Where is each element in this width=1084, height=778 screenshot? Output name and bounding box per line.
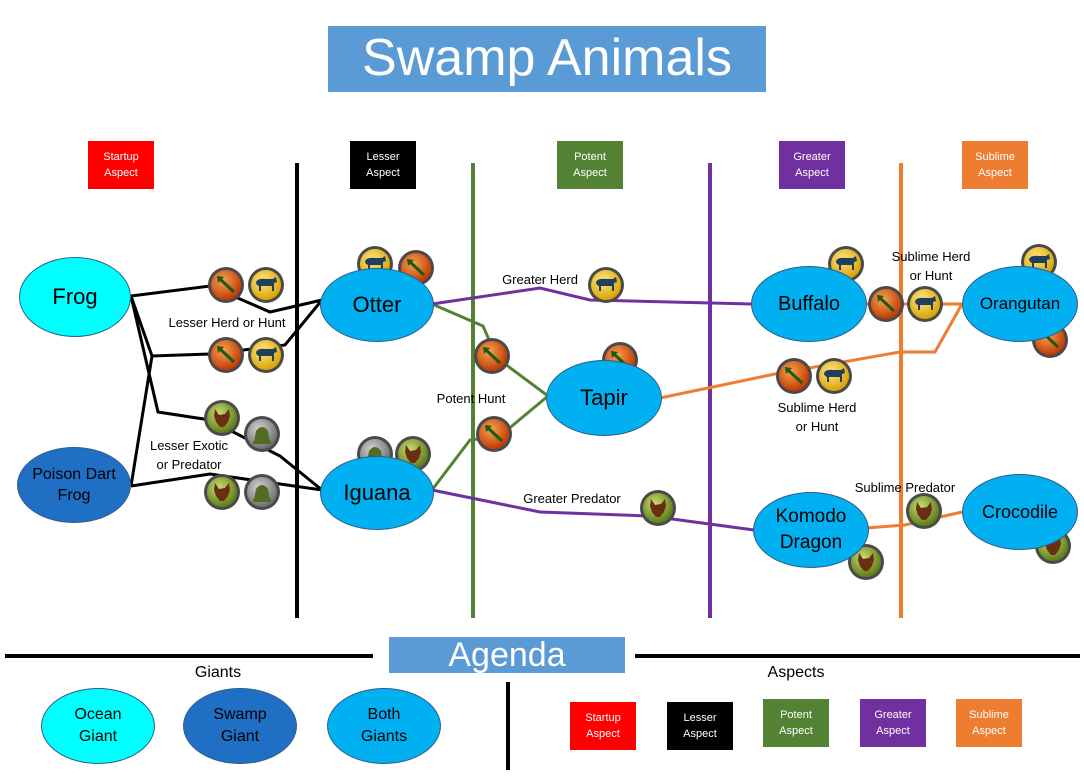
- node-otter: Otter: [320, 268, 434, 342]
- hunt-icon: [206, 335, 246, 375]
- legend-ocean-giant: Ocean Giant: [41, 688, 155, 764]
- predator-icon: [906, 493, 942, 529]
- agenda-title: Agenda: [389, 637, 625, 673]
- legend-startup-aspect: Startup Aspect: [570, 702, 636, 750]
- node-orangutan: Orangutan: [962, 266, 1078, 342]
- edge-label-greater-predator: Greater Predator: [523, 491, 621, 506]
- edge-label-lesser-exotic-predator: Lesser Exotic or Predator: [149, 438, 229, 472]
- legend-swamp-giant: Swamp Giant: [183, 688, 297, 764]
- sublime-aspect-header: Sublime Aspect: [962, 141, 1028, 189]
- herd-icon: [248, 337, 284, 373]
- greater-connections: [431, 286, 755, 532]
- legend-potent-aspect: Potent Aspect: [763, 699, 829, 747]
- giants-header: Giants: [194, 664, 242, 681]
- hunt-icon: [866, 284, 906, 324]
- startup-aspect-header: Startup Aspect: [88, 141, 154, 189]
- hunt-icon: [472, 336, 512, 376]
- hunt-icon: [474, 414, 514, 454]
- predator-icon: [204, 474, 240, 510]
- edge-label-sublime-predator: Sublime Predator: [854, 480, 956, 495]
- exotic-icon: [244, 416, 280, 452]
- herd-icon: [248, 267, 284, 303]
- legend-lesser-aspect: Lesser Aspect: [667, 702, 733, 750]
- legend-sublime-aspect: Sublime Aspect: [956, 699, 1022, 747]
- node-komodo-dragon: Komodo Dragon: [753, 492, 869, 568]
- edge-label-sublime-herd-hunt-mid: Sublime Herd or Hunt: [777, 400, 857, 434]
- hunt-icon: [206, 265, 246, 305]
- potent-aspect-header: Potent Aspect: [557, 141, 623, 189]
- aspects-legend-header: Aspects: [767, 664, 825, 681]
- predator-icon: [640, 490, 676, 526]
- lesser-aspect-header: Lesser Aspect: [350, 141, 416, 189]
- herd-icon: [907, 286, 943, 322]
- legend-both-giants: Both Giants: [327, 688, 441, 764]
- edge-label-sublime-herd-hunt-top: Sublime Herd or Hunt: [891, 249, 971, 283]
- node-buffalo: Buffalo: [751, 266, 867, 342]
- hunt-icon: [774, 356, 814, 396]
- edge-label-lesser-herd-hunt: Lesser Herd or Hunt: [168, 315, 286, 330]
- herd-icon: [588, 267, 624, 303]
- exotic-icon: [244, 474, 280, 510]
- node-tapir: Tapir: [546, 360, 662, 436]
- node-crocodile: Crocodile: [962, 474, 1078, 550]
- greater-aspect-header: Greater Aspect: [779, 141, 845, 189]
- node-poison-dart-frog: Poison Dart Frog: [17, 447, 131, 523]
- legend-greater-aspect: Greater Aspect: [860, 699, 926, 747]
- node-iguana: Iguana: [320, 456, 434, 530]
- node-frog: Frog: [19, 257, 131, 337]
- edge-label-greater-herd: Greater Herd: [502, 272, 578, 287]
- edge-label-potent-hunt: Potent Hunt: [436, 391, 506, 406]
- herd-icon: [816, 358, 852, 394]
- predator-icon: [204, 400, 240, 436]
- page-title: Swamp Animals: [328, 26, 766, 92]
